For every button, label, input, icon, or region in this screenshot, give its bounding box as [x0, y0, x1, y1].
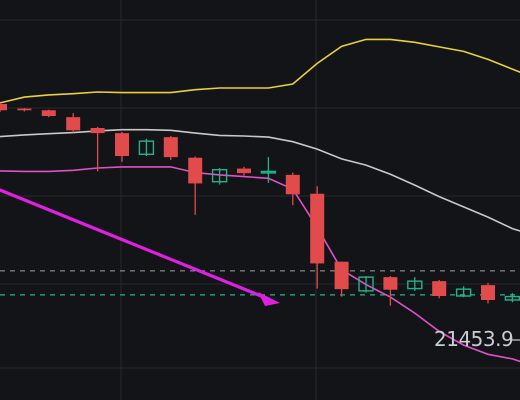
candle — [285, 172, 300, 206]
candle — [310, 186, 325, 289]
candle-body — [0, 104, 7, 111]
candle — [138, 138, 155, 156]
candle — [66, 113, 81, 133]
candle — [260, 157, 277, 183]
candle — [383, 276, 398, 306]
candle — [0, 102, 7, 112]
candle — [358, 276, 374, 293]
candle-body — [90, 128, 105, 134]
current-price-label: 21453.9 — [434, 327, 514, 351]
candle-body — [407, 280, 423, 290]
candles — [0, 102, 520, 306]
candle-body — [163, 137, 178, 158]
candle — [432, 280, 447, 299]
candle — [237, 166, 251, 176]
candle — [407, 277, 423, 291]
arrow-shaft — [0, 188, 268, 300]
arrow-head — [258, 292, 280, 306]
candle — [481, 282, 495, 304]
candle-body — [66, 117, 81, 131]
candle-body — [188, 157, 203, 184]
candle-body — [334, 261, 349, 290]
trend-arrow — [0, 188, 520, 341]
candle-body — [310, 193, 325, 264]
candle-body — [383, 277, 398, 290]
candle — [188, 156, 203, 215]
candle-body — [237, 168, 251, 174]
candle-body — [358, 276, 374, 292]
candle — [90, 126, 105, 172]
candle-body — [138, 140, 155, 155]
candle — [211, 168, 228, 185]
bollinger-middle-line — [0, 128, 520, 232]
candle-body — [432, 281, 447, 296]
candle-body — [115, 133, 129, 156]
candle — [17, 108, 32, 112]
candle — [41, 109, 56, 118]
candle-body — [17, 108, 32, 111]
candle — [504, 293, 520, 303]
bollinger-upper-line — [0, 38, 520, 104]
candle-body — [455, 288, 472, 297]
candle — [455, 286, 472, 298]
candle-body — [41, 110, 56, 116]
candle-body — [504, 295, 520, 301]
candle-body — [260, 170, 277, 174]
candle — [115, 132, 129, 162]
candle-body — [285, 174, 300, 195]
candle-body — [481, 285, 495, 300]
candle — [334, 261, 349, 297]
candle — [163, 136, 178, 160]
candle-body — [211, 169, 228, 183]
